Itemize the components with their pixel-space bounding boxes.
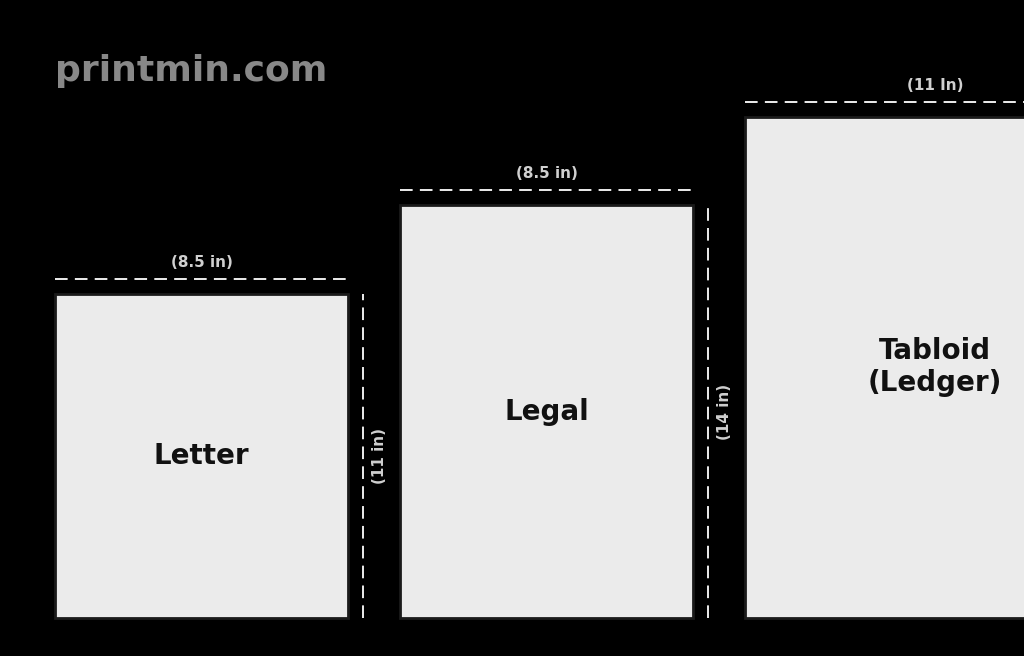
Bar	[400, 205, 693, 618]
Text: (8.5 in): (8.5 in)	[171, 255, 232, 270]
Text: (11 In): (11 In)	[907, 78, 964, 93]
Bar	[745, 117, 1024, 618]
Bar	[55, 293, 348, 618]
Text: Letter: Letter	[154, 441, 250, 470]
Text: printmin.com: printmin.com	[55, 54, 328, 88]
Text: (14 in): (14 in)	[717, 384, 732, 440]
Text: (11 in): (11 in)	[372, 428, 387, 483]
Text: Legal: Legal	[505, 398, 589, 426]
Text: Tabloid
(Ledger): Tabloid (Ledger)	[868, 337, 1002, 398]
Text: (8.5 in): (8.5 in)	[516, 167, 578, 182]
